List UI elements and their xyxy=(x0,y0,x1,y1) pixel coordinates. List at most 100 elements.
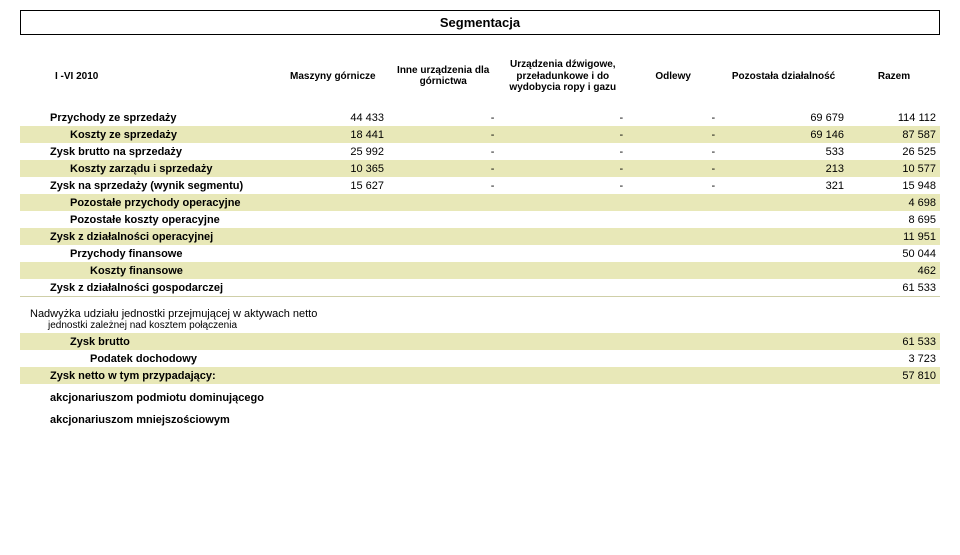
row-value: 61 533 xyxy=(848,333,940,350)
row-value xyxy=(627,333,719,350)
row-value: 213 xyxy=(719,160,848,177)
row-label: Zysk brutto xyxy=(20,333,278,350)
row-value xyxy=(848,406,940,428)
row-value xyxy=(278,194,388,211)
row-value: - xyxy=(498,177,627,194)
row-label: Zysk brutto na sprzedaży xyxy=(20,143,278,160)
row-label: Koszty finansowe xyxy=(20,262,278,279)
row-label: Pozostałe przychody operacyjne xyxy=(20,194,278,211)
row-value xyxy=(719,228,848,245)
table-row: Przychody finansowe 50 044 xyxy=(20,245,940,262)
row-value: 57 810 xyxy=(848,367,940,384)
table-row: Pozostałe przychody operacyjne 4 698 xyxy=(20,194,940,211)
row-label: Nadwyżka udziału jednostki przejmującej … xyxy=(20,305,940,333)
row-value: 10 365 xyxy=(278,160,388,177)
row-value xyxy=(388,350,498,367)
row-value xyxy=(719,367,848,384)
row-value: 10 577 xyxy=(848,160,940,177)
row-value: - xyxy=(627,126,719,143)
row-value: 25 992 xyxy=(278,143,388,160)
row-label: Zysk na sprzedaży (wynik segmentu) xyxy=(20,177,278,194)
row-value xyxy=(278,384,388,406)
row-value xyxy=(388,211,498,228)
row-value xyxy=(498,279,627,297)
table-row: Pozostałe koszty operacyjne8 695 xyxy=(20,211,940,228)
row-value xyxy=(498,262,627,279)
header-col-4: Pozostała działalność xyxy=(719,53,848,104)
row-value: 4 698 xyxy=(848,194,940,211)
row-value xyxy=(388,406,498,428)
row-value xyxy=(278,406,388,428)
row-label: Przychody finansowe xyxy=(20,245,278,262)
table-row: Koszty ze sprzedaży18 441---69 14687 587 xyxy=(20,126,940,143)
table-header-row: I -VI 2010Maszyny górniczeInne urządzeni… xyxy=(20,53,940,104)
row-value xyxy=(627,384,719,406)
row-value xyxy=(388,279,498,297)
header-col-5: Razem xyxy=(848,53,940,104)
table-row: Podatek dochodowy 3 723 xyxy=(20,350,940,367)
row-value: - xyxy=(388,126,498,143)
row-value: - xyxy=(627,177,719,194)
row-value xyxy=(278,245,388,262)
row-value: 18 441 xyxy=(278,126,388,143)
row-label: Zysk z działalności operacyjnej xyxy=(20,228,278,245)
row-value xyxy=(388,262,498,279)
row-value xyxy=(719,194,848,211)
row-label: Podatek dochodowy xyxy=(20,350,278,367)
row-value xyxy=(719,262,848,279)
row-value xyxy=(719,211,848,228)
row-value xyxy=(627,211,719,228)
row-value: 321 xyxy=(719,177,848,194)
row-value: 61 533 xyxy=(848,279,940,297)
row-value xyxy=(278,228,388,245)
row-value xyxy=(498,228,627,245)
header-period: I -VI 2010 xyxy=(20,53,278,104)
row-value: 44 433 xyxy=(278,104,388,126)
row-value xyxy=(627,228,719,245)
row-value xyxy=(388,367,498,384)
row-value: - xyxy=(498,160,627,177)
row-value: - xyxy=(627,143,719,160)
row-value xyxy=(498,350,627,367)
row-value: - xyxy=(627,104,719,126)
row-label: akcjonariuszom podmiotu dominującego xyxy=(20,384,278,406)
row-value xyxy=(719,333,848,350)
row-value xyxy=(388,228,498,245)
row-value xyxy=(627,245,719,262)
row-value xyxy=(498,384,627,406)
row-value: - xyxy=(498,126,627,143)
row-label: Koszty zarządu i sprzedaży xyxy=(20,160,278,177)
row-value: 3 723 xyxy=(848,350,940,367)
row-value xyxy=(388,384,498,406)
row-value xyxy=(278,350,388,367)
header-col-0: Maszyny górnicze xyxy=(278,53,388,104)
row-value xyxy=(388,333,498,350)
row-value: 462 xyxy=(848,262,940,279)
table-row: Koszty finansowe 462 xyxy=(20,262,940,279)
row-label: Koszty ze sprzedaży xyxy=(20,126,278,143)
row-value xyxy=(719,350,848,367)
row-value: 8 695 xyxy=(848,211,940,228)
row-value xyxy=(719,384,848,406)
row-value xyxy=(719,245,848,262)
row-value xyxy=(848,384,940,406)
row-value: 11 951 xyxy=(848,228,940,245)
row-value xyxy=(498,406,627,428)
table-row: Nadwyżka udziału jednostki przejmującej … xyxy=(20,305,940,333)
table-row: akcjonariuszom podmiotu dominującego xyxy=(20,384,940,406)
row-value xyxy=(498,194,627,211)
row-label: Zysk netto w tym przypadający: xyxy=(20,367,278,384)
row-value xyxy=(498,211,627,228)
row-value xyxy=(388,245,498,262)
row-value: 26 525 xyxy=(848,143,940,160)
table-row: Zysk z działalności operacyjnej 11 951 xyxy=(20,228,940,245)
row-value: 50 044 xyxy=(848,245,940,262)
row-value xyxy=(278,367,388,384)
row-value xyxy=(278,211,388,228)
row-value xyxy=(627,350,719,367)
row-value: 533 xyxy=(719,143,848,160)
row-value: 15 948 xyxy=(848,177,940,194)
table-row: Zysk na sprzedaży (wynik segmentu)15 627… xyxy=(20,177,940,194)
row-value xyxy=(278,279,388,297)
row-value xyxy=(627,194,719,211)
